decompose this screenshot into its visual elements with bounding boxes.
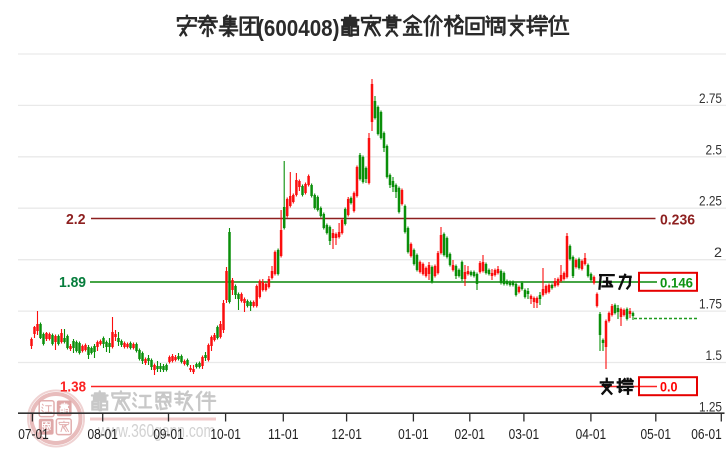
svg-text:2: 2 [714, 244, 722, 260]
svg-text:09-01: 09-01 [153, 427, 184, 443]
svg-text:12-01: 12-01 [331, 427, 362, 443]
svg-text:2.75: 2.75 [699, 90, 722, 106]
svg-text:(600408): (600408) [257, 15, 340, 41]
svg-text:0.0: 0.0 [660, 379, 678, 395]
svg-text:08-01: 08-01 [87, 427, 118, 443]
svg-text:11-01: 11-01 [268, 427, 299, 443]
svg-text:1.25: 1.25 [699, 398, 722, 414]
svg-text:1.5: 1.5 [706, 347, 723, 363]
svg-text:2.2: 2.2 [66, 211, 86, 228]
svg-text:07-01: 07-01 [18, 427, 49, 443]
svg-text:1.38: 1.38 [60, 379, 86, 396]
svg-text:03-01: 03-01 [509, 427, 540, 443]
svg-text:0.236: 0.236 [660, 212, 695, 229]
svg-text:2.25: 2.25 [699, 193, 722, 209]
svg-text:2.5: 2.5 [706, 141, 723, 157]
svg-text:05-01: 05-01 [641, 427, 672, 443]
svg-text:1.75: 1.75 [699, 296, 722, 312]
svg-text:1.89: 1.89 [59, 274, 86, 291]
svg-text:0.146: 0.146 [660, 274, 693, 290]
svg-text:www.360gann.com: www.360gann.com [97, 420, 215, 441]
svg-text:06-01: 06-01 [691, 427, 722, 443]
svg-text:02-01: 02-01 [455, 427, 486, 443]
svg-text:04-01: 04-01 [576, 427, 607, 443]
svg-text:01-01: 01-01 [398, 427, 429, 443]
svg-text:10-01: 10-01 [210, 427, 241, 443]
